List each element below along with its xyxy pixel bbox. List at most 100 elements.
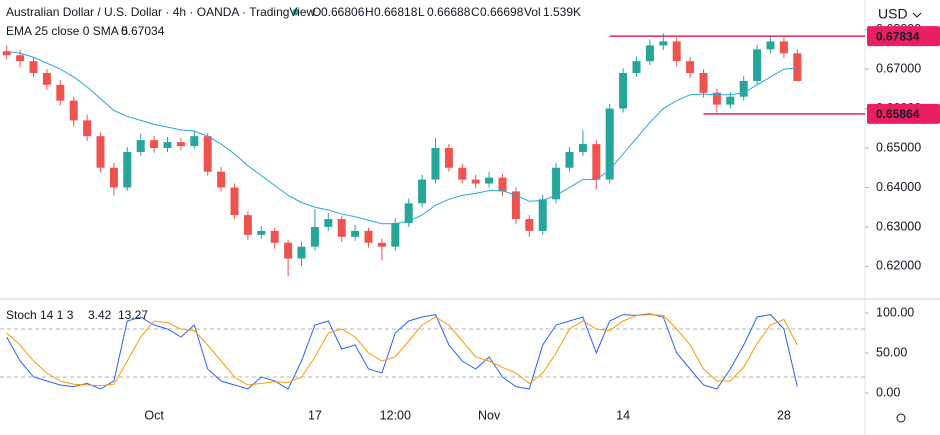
candle-body [163, 142, 172, 149]
legend-value: 0.66818 [374, 5, 418, 19]
legend-value: 3.42 [88, 308, 112, 322]
legend-key: O [312, 5, 321, 19]
y-tick-label: 50.00 [876, 345, 907, 359]
dropdown-icon[interactable] [912, 12, 922, 18]
legend-value: 0.66688 [427, 5, 471, 19]
candle-body [190, 136, 199, 147]
x-tick-label: 28 [777, 408, 791, 422]
currency[interactable]: USD [878, 6, 908, 22]
candle-body [525, 219, 534, 231]
candle-body [150, 140, 159, 149]
x-tick-label: 17 [308, 408, 322, 422]
candle-body [136, 140, 145, 152]
candle-body [109, 167, 118, 188]
candle-body [270, 230, 279, 243]
level-label: 0.65864 [876, 107, 920, 121]
level-label: 0.67834 [876, 29, 920, 43]
candle-body [377, 242, 386, 247]
y-tick-label: 0.62000 [876, 259, 921, 273]
candle-body [552, 167, 561, 200]
candle-body [2, 51, 11, 56]
legend-value: 0.66806 [321, 5, 365, 19]
candle-body [779, 41, 788, 54]
candle-body [29, 61, 38, 74]
candle-body [659, 41, 668, 46]
settings-icon[interactable] [896, 413, 906, 423]
candle-body [96, 136, 105, 168]
candle-body [444, 148, 453, 168]
candle-body [56, 84, 65, 101]
stoch-line [6, 313, 798, 390]
level-label-box [867, 103, 940, 124]
level-label-box [867, 26, 940, 47]
candle-body [83, 120, 92, 137]
candle-body [310, 226, 319, 247]
candle-body [364, 230, 373, 243]
legend-value: 1.539K [543, 5, 581, 19]
candle-body [686, 61, 695, 74]
candle-body [739, 80, 748, 97]
y-tick-label: 0.67000 [876, 61, 921, 75]
x-tick-label: 14 [616, 408, 630, 422]
candle-body [498, 177, 507, 192]
candle-body [632, 61, 641, 74]
stoch-line [6, 314, 798, 387]
candle-body [257, 230, 266, 235]
candle-body [351, 230, 360, 237]
legend-key: L [418, 5, 425, 19]
legend-key: C [471, 5, 480, 19]
candle-body [16, 55, 25, 62]
legend-value: 0.66698 [480, 5, 524, 19]
candle-body [176, 142, 185, 147]
candle-body [793, 53, 802, 81]
candle-body [69, 100, 78, 121]
candle-body [431, 148, 440, 180]
x-tick-label: 12:00 [380, 408, 411, 422]
candle-body [123, 151, 132, 188]
candle-body [485, 177, 494, 184]
y-tick-label: 0.00 [876, 385, 900, 399]
candle-body [511, 191, 520, 220]
status-dot [292, 8, 300, 16]
y-tick-label: 0.63000 [876, 219, 921, 233]
candle-body [592, 144, 601, 180]
candle-body [42, 73, 51, 85]
candle-body [605, 108, 614, 180]
candle-body [726, 96, 735, 105]
candle-body [404, 203, 413, 224]
ema-line [6, 50, 798, 225]
y-tick-label: 0.64000 [876, 180, 921, 194]
candle-body [230, 187, 239, 216]
stoch-params: 14 1 3 [40, 308, 74, 322]
candle-body [699, 73, 708, 93]
candle-body [203, 136, 212, 172]
candle-body [243, 215, 252, 235]
candle-body [418, 179, 427, 204]
candle-body [297, 246, 306, 259]
chart-title: Australian Dollar / U.S. Dollar · 4h · O… [6, 5, 316, 19]
candle-body [337, 219, 346, 237]
ema-label: EMA 25 close 0 SMA 5 [6, 24, 128, 38]
ema-value: 0.67034 [121, 24, 165, 38]
candle-body [538, 199, 547, 231]
candle-body [471, 179, 480, 184]
candle-body [645, 45, 654, 62]
candle-body [712, 92, 721, 105]
candle-body [766, 41, 775, 50]
legend-key: H [365, 5, 374, 19]
candle-body [753, 49, 762, 81]
candle-body [391, 223, 400, 247]
legend-value: 13.27 [118, 308, 148, 322]
candle-body [619, 73, 628, 109]
y-tick-label: 100.00 [876, 305, 914, 319]
x-tick-label: Oct [144, 408, 164, 422]
candle-body [458, 167, 467, 180]
x-tick-label: Nov [478, 408, 501, 422]
stoch-title: Stoch [6, 308, 37, 322]
candle-body [578, 144, 587, 152]
candle-body [324, 219, 333, 227]
y-tick-label: 0.65000 [876, 140, 921, 154]
candle-body [672, 41, 681, 62]
